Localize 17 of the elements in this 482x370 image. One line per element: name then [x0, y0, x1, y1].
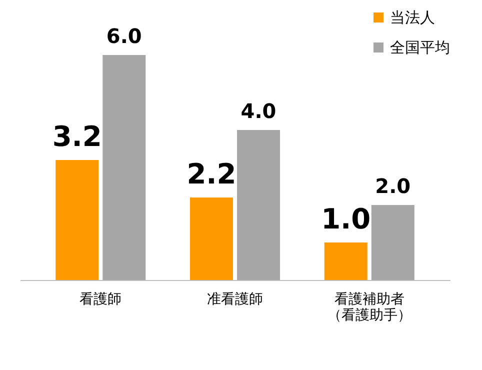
- data-label: 4.0: [240, 99, 276, 123]
- bar: [190, 198, 233, 280]
- data-label: 3.2: [52, 120, 102, 153]
- bar: [56, 160, 99, 280]
- x-tick-label: 看護師: [80, 292, 122, 308]
- legend-label: 全国平均: [390, 38, 450, 56]
- bar: [371, 205, 414, 280]
- data-label: 6.0: [106, 24, 142, 48]
- data-label: 1.0: [321, 202, 371, 236]
- bar: [324, 242, 368, 280]
- x-tick-label: 看護補助者（看護助手）: [327, 292, 412, 324]
- x-tick-label: 准看護師: [207, 292, 263, 308]
- data-label: 2.2: [186, 158, 236, 190]
- bar: [102, 55, 146, 280]
- legend-label: 当法人: [390, 8, 435, 26]
- bar: [237, 130, 280, 280]
- data-label: 2.0: [375, 174, 411, 198]
